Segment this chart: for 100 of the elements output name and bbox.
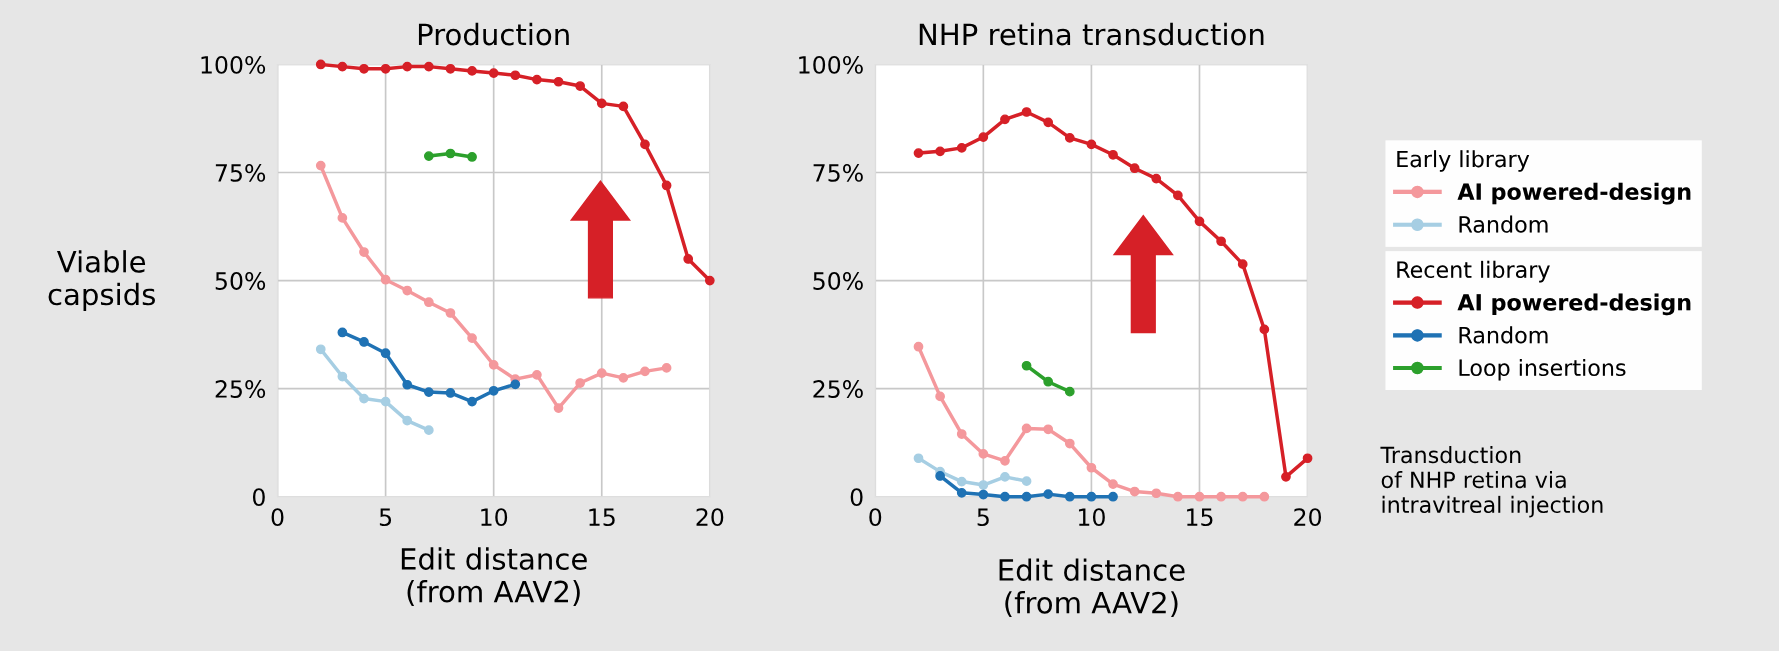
point bbox=[1043, 376, 1054, 387]
point bbox=[488, 68, 499, 78]
point bbox=[445, 148, 456, 159]
point bbox=[445, 63, 456, 74]
point bbox=[488, 385, 499, 396]
point bbox=[935, 471, 945, 481]
legend-label: Random bbox=[1459, 326, 1548, 344]
point bbox=[913, 341, 924, 352]
point bbox=[978, 449, 989, 459]
point bbox=[445, 308, 456, 318]
y-tick-label: 75% bbox=[813, 163, 863, 182]
x-tick-label: 5 bbox=[977, 508, 989, 527]
y-tick-label: 25% bbox=[813, 380, 863, 398]
point bbox=[1302, 453, 1313, 464]
point bbox=[402, 415, 413, 426]
point bbox=[1237, 491, 1248, 502]
point bbox=[1021, 491, 1032, 502]
y-tick-label: 75% bbox=[215, 163, 266, 182]
point bbox=[380, 348, 391, 359]
point bbox=[445, 388, 456, 398]
point bbox=[359, 393, 369, 404]
point bbox=[1000, 491, 1010, 502]
x-tick-label: 0 bbox=[869, 508, 882, 527]
point bbox=[704, 275, 715, 286]
legend-label: AI powered-design bbox=[1457, 293, 1691, 316]
legend-title: Recent library bbox=[1397, 260, 1550, 283]
point bbox=[1281, 471, 1291, 482]
point bbox=[956, 143, 967, 153]
point bbox=[510, 70, 521, 81]
point bbox=[618, 372, 629, 383]
point bbox=[978, 480, 989, 490]
point bbox=[913, 453, 924, 464]
point bbox=[1043, 424, 1054, 435]
point bbox=[532, 369, 542, 380]
point bbox=[359, 337, 369, 347]
point bbox=[1000, 114, 1010, 125]
point bbox=[1108, 479, 1118, 490]
point bbox=[640, 139, 650, 150]
point bbox=[402, 285, 413, 296]
x-axis-title: Edit distance (from AAV2) bbox=[401, 547, 587, 607]
point bbox=[423, 425, 434, 436]
point bbox=[935, 391, 945, 402]
point bbox=[553, 403, 564, 413]
x-tick-label: 20 bbox=[1294, 508, 1322, 527]
point bbox=[1000, 471, 1010, 482]
point bbox=[337, 371, 348, 382]
legend-title: Early library bbox=[1397, 150, 1530, 172]
point bbox=[978, 132, 989, 142]
point bbox=[618, 101, 629, 112]
y-tick-label: 0 bbox=[850, 488, 863, 507]
chart-title: NHP retina transduction bbox=[919, 22, 1264, 46]
legend-label: Random bbox=[1459, 215, 1548, 233]
point bbox=[1064, 491, 1075, 502]
point bbox=[1086, 491, 1097, 502]
point bbox=[1021, 360, 1032, 371]
point bbox=[1151, 488, 1162, 499]
y-tick-label: 50% bbox=[215, 272, 266, 290]
point bbox=[337, 61, 348, 72]
point bbox=[1021, 423, 1032, 434]
point bbox=[1259, 324, 1270, 335]
point bbox=[553, 76, 564, 87]
point bbox=[467, 152, 477, 162]
point bbox=[467, 66, 477, 76]
point bbox=[359, 247, 369, 257]
point bbox=[467, 396, 477, 407]
y-tick-label: 100% bbox=[201, 55, 266, 74]
x-tick-label: 20 bbox=[696, 508, 724, 527]
point bbox=[1259, 491, 1270, 502]
point bbox=[575, 378, 585, 388]
legend-label: Loop insertions bbox=[1459, 358, 1626, 381]
y-tick-label: 25% bbox=[215, 380, 266, 398]
point bbox=[1086, 139, 1097, 150]
point bbox=[1064, 438, 1075, 449]
point bbox=[1173, 190, 1183, 201]
point bbox=[1216, 491, 1226, 502]
point bbox=[1237, 259, 1248, 270]
legend-label: AI powered-design bbox=[1457, 182, 1691, 205]
point bbox=[423, 387, 434, 397]
point bbox=[661, 180, 672, 191]
point bbox=[956, 487, 967, 498]
point bbox=[1194, 491, 1205, 502]
y-tick-label: 50% bbox=[813, 272, 863, 290]
point bbox=[978, 489, 989, 500]
point bbox=[1129, 163, 1140, 174]
x-tick-label: 10 bbox=[1078, 508, 1105, 527]
y-tick-label: 100% bbox=[799, 55, 863, 74]
point bbox=[532, 74, 542, 85]
point bbox=[596, 98, 607, 109]
point bbox=[510, 379, 521, 390]
point bbox=[1216, 236, 1226, 247]
point bbox=[423, 61, 434, 72]
point bbox=[661, 363, 672, 373]
point bbox=[315, 344, 326, 355]
x-axis-title: Edit distance (from AAV2) bbox=[999, 558, 1185, 618]
point bbox=[956, 429, 967, 439]
x-tick-label: 0 bbox=[271, 508, 284, 527]
point bbox=[488, 360, 499, 370]
point bbox=[337, 213, 348, 223]
x-tick-label: 10 bbox=[481, 508, 508, 527]
point bbox=[359, 63, 369, 74]
